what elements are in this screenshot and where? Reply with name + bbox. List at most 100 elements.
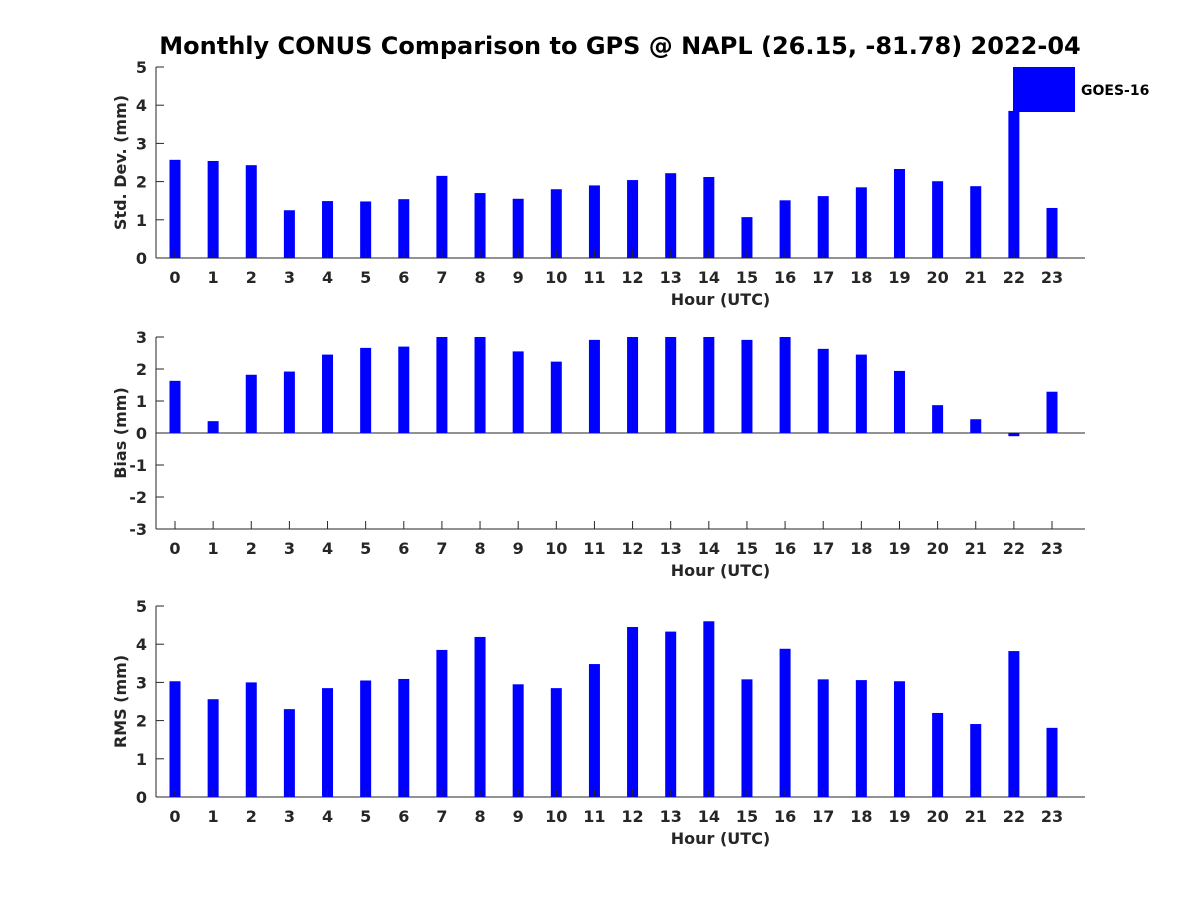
bias-bar-16 <box>779 337 791 433</box>
rms-xlabel: Hour (UTC) <box>671 829 771 848</box>
std-dev-bar-15 <box>741 217 753 258</box>
rms-x-tick-label: 20 <box>926 807 948 826</box>
std-dev-bar-18 <box>855 187 867 258</box>
bias-bar-8 <box>474 337 486 433</box>
bias-x-tick-label: 16 <box>774 539 796 558</box>
bias-bar-0 <box>169 380 181 433</box>
rms-bar-7 <box>436 649 448 797</box>
rms-bar-6 <box>398 678 410 797</box>
rms-x-tick-label: 10 <box>545 807 567 826</box>
bias-x-tick-label: 18 <box>850 539 872 558</box>
bias-x-tick-label: 20 <box>926 539 948 558</box>
std-dev-x-tick-label: 13 <box>660 268 682 287</box>
rms-y-tick-label: 3 <box>136 673 147 692</box>
rms-x-tick-label: 18 <box>850 807 872 826</box>
std-dev-x-tick-label: 3 <box>284 268 295 287</box>
rms-x-tick-label: 15 <box>736 807 758 826</box>
std-dev-x-tick-label: 22 <box>1003 268 1025 287</box>
rms-x-tick-label: 21 <box>965 807 987 826</box>
std-dev-x-tick-label: 2 <box>246 268 257 287</box>
rms-x-tick-label: 4 <box>322 807 333 826</box>
rms-x-tick-label: 17 <box>812 807 834 826</box>
bias-y-tick-label: -3 <box>129 520 147 539</box>
bias-x-tick-label: 11 <box>583 539 605 558</box>
std-dev-x-tick-label: 8 <box>474 268 485 287</box>
rms-bar-2 <box>245 682 257 797</box>
std-dev-bar-22 <box>1008 110 1020 259</box>
std-dev-x-tick-label: 10 <box>545 268 567 287</box>
bias-x-tick-label: 19 <box>888 539 910 558</box>
bias-y-tick-label: 1 <box>136 392 147 411</box>
std-dev-x-tick-label: 4 <box>322 268 333 287</box>
bias-y-tick-label: 0 <box>136 424 147 443</box>
bias-bar-12 <box>627 337 639 433</box>
std-dev-ylabel: Std. Dev. (mm) <box>111 95 130 230</box>
bias-x-tick-label: 22 <box>1003 539 1025 558</box>
rms-bar-19 <box>893 681 905 797</box>
rms-bar-5 <box>360 680 372 797</box>
std-dev-bar-14 <box>703 177 715 258</box>
std-dev-y-tick-label: 5 <box>136 58 147 77</box>
bias-y-tick-label: 3 <box>136 328 147 347</box>
std-dev-bar-3 <box>283 210 295 258</box>
bias-bar-2 <box>245 374 257 433</box>
rms-x-tick-label: 22 <box>1003 807 1025 826</box>
bias-x-tick-label: 2 <box>246 539 257 558</box>
rms-bar-4 <box>322 688 334 797</box>
bias-bar-10 <box>550 361 562 433</box>
rms-x-tick-label: 7 <box>436 807 447 826</box>
bias-bar-3 <box>283 371 295 433</box>
legend: GOES-16 <box>1013 67 1149 112</box>
rms-bar-17 <box>817 679 829 797</box>
rms-y-tick-label: 5 <box>136 597 147 616</box>
legend-swatch <box>1013 67 1075 112</box>
rms-bar-21 <box>970 724 982 797</box>
rms-bar-18 <box>855 680 867 797</box>
bias-y-tick-label: 2 <box>136 360 147 379</box>
bias-x-tick-label: 23 <box>1041 539 1063 558</box>
std-dev-bar-16 <box>779 200 791 258</box>
rms-x-tick-label: 12 <box>621 807 643 826</box>
bias-xlabel: Hour (UTC) <box>671 561 771 580</box>
std-dev-bar-20 <box>932 181 944 258</box>
bias-x-tick-label: 8 <box>474 539 485 558</box>
std-dev-bar-19 <box>893 168 905 258</box>
rms-x-tick-label: 1 <box>208 807 219 826</box>
bias-y-tick-label: -1 <box>129 456 147 475</box>
bias-bar-7 <box>436 337 448 433</box>
std-dev-x-tick-label: 19 <box>888 268 910 287</box>
bias-bar-23 <box>1046 391 1058 433</box>
rms-x-tick-label: 9 <box>513 807 524 826</box>
std-dev-bar-6 <box>398 199 410 258</box>
rms-bar-8 <box>474 636 486 797</box>
rms-bar-20 <box>932 712 944 797</box>
std-dev-bar-4 <box>322 201 334 258</box>
chart-title: Monthly CONUS Comparison to GPS @ NAPL (… <box>159 32 1080 60</box>
bias-x-tick-label: 13 <box>660 539 682 558</box>
std-dev-y-tick-label: 4 <box>136 96 147 115</box>
std-dev-y-tick-label: 0 <box>136 249 147 268</box>
rms-x-tick-label: 3 <box>284 807 295 826</box>
std-dev-x-tick-label: 23 <box>1041 268 1063 287</box>
rms-bar-9 <box>512 684 524 797</box>
rms-x-tick-label: 5 <box>360 807 371 826</box>
rms-y-tick-label: 0 <box>136 788 147 807</box>
bias-bar-18 <box>855 354 867 433</box>
std-dev-y-tick-label: 3 <box>136 134 147 153</box>
std-dev-bar-10 <box>550 189 562 258</box>
bias-bar-4 <box>322 354 334 433</box>
bias-x-tick-label: 3 <box>284 539 295 558</box>
rms-ylabel: RMS (mm) <box>111 655 130 748</box>
bias-bar-9 <box>512 351 524 433</box>
rms-bar-12 <box>627 627 639 797</box>
bias-bar-20 <box>932 405 944 433</box>
rms-bar-1 <box>207 699 219 797</box>
bias-bar-17 <box>817 348 829 433</box>
rms-bar-3 <box>283 709 295 797</box>
std-dev-bar-23 <box>1046 207 1058 258</box>
rms-bar-23 <box>1046 727 1058 797</box>
rms-y-tick-label: 1 <box>136 750 147 769</box>
